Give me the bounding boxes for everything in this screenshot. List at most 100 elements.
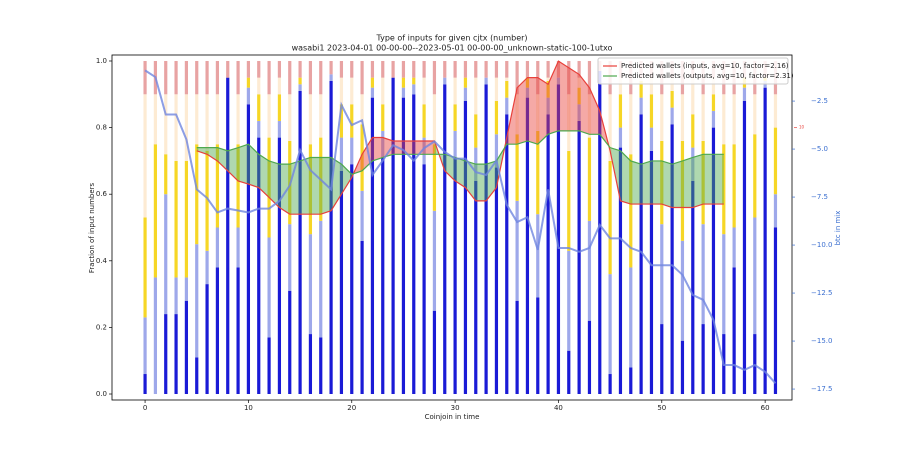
fill-between: [424, 140, 435, 155]
bar-segment: [463, 100, 468, 395]
bar-segment: [215, 94, 220, 145]
bar-segment: [422, 137, 426, 165]
bar-segment: [505, 77, 509, 81]
bar-segment: [556, 84, 561, 395]
bar-segment: [443, 60, 447, 78]
bar-segment: [288, 224, 292, 291]
bar-segment: [722, 144, 726, 235]
x-tick-label: 0: [143, 404, 147, 412]
bar-segment: [453, 60, 457, 78]
bar-segment: [691, 77, 695, 115]
fill-between: [341, 164, 352, 195]
x-tick-label: 60: [761, 404, 770, 412]
bar-segment: [319, 60, 323, 95]
bar-segment: [205, 60, 209, 95]
bar-segment: [722, 234, 726, 335]
bar-segment: [277, 137, 282, 395]
y-tick-label: 0.0: [96, 390, 107, 398]
bar-segment: [174, 160, 178, 278]
x-tick-label: 50: [657, 404, 666, 412]
bar-segment: [339, 170, 344, 395]
bar-segment: [505, 114, 509, 395]
bar-segment: [577, 87, 581, 105]
bar-segment: [360, 60, 364, 95]
bar-segment: [505, 60, 509, 78]
bar-segment: [298, 90, 302, 395]
fill-between: [238, 144, 249, 185]
fill-between: [372, 137, 383, 161]
bar-segment: [143, 217, 147, 318]
bar-segment: [432, 94, 437, 145]
bar-segment: [587, 320, 592, 395]
fill-between: [692, 154, 704, 208]
bar-segment: [360, 124, 364, 191]
bar-segment: [505, 80, 509, 98]
bar-segment: [680, 94, 685, 141]
bar-segment: [329, 74, 333, 81]
bar-segment: [680, 340, 685, 395]
bar-segment: [691, 147, 695, 181]
bar-segment: [339, 137, 344, 171]
bar-segment: [226, 60, 230, 78]
fill-between: [269, 160, 280, 208]
bar-segment: [536, 130, 540, 215]
bar-segment: [577, 104, 581, 121]
bar-segment: [184, 160, 189, 278]
fill-between: [403, 140, 414, 155]
bar-segment: [298, 77, 302, 85]
bar-segment: [608, 94, 612, 161]
bar-segment: [742, 87, 747, 101]
bar-segment: [319, 94, 323, 138]
bar-segment: [577, 120, 581, 395]
bar-segment: [732, 144, 736, 228]
y2-tick-label: −10.0: [811, 241, 832, 249]
bar-segment: [422, 104, 426, 138]
bar-segment: [246, 104, 251, 395]
bar-segment: [546, 97, 550, 115]
bar-segment: [577, 77, 581, 88]
bar-segment: [339, 104, 344, 138]
bar-segment: [381, 104, 385, 131]
bar-segment: [567, 94, 571, 151]
bar-segment: [701, 140, 705, 225]
fill-between: [672, 160, 683, 208]
bar-segment: [660, 224, 664, 325]
fill-between: [568, 67, 580, 131]
bar-segment: [598, 70, 602, 395]
line: [144, 69, 777, 384]
fill-between: [382, 137, 394, 158]
fill-between: [620, 150, 631, 205]
bar-segment: [236, 227, 240, 268]
bar-segment: [381, 130, 385, 158]
fill-between: [713, 154, 724, 205]
bar-segment: [329, 80, 333, 395]
bar-segment: [174, 314, 178, 395]
fill-between: [455, 157, 466, 188]
bar-segment: [494, 60, 499, 78]
legend-label: Predicted wallets (inputs, avg=10, facto…: [621, 62, 789, 70]
bar-segment: [484, 60, 488, 78]
y-tick-label: 0.4: [96, 257, 108, 265]
bar-segment: [742, 100, 747, 395]
bar-segment: [153, 94, 158, 145]
bar-segment: [670, 90, 674, 108]
bar-segment: [536, 297, 540, 395]
bar-segment: [773, 227, 778, 395]
bar-segment: [153, 144, 158, 278]
bar-segment: [164, 194, 168, 315]
bar-segment: [587, 137, 592, 221]
bar-segment: [546, 80, 550, 98]
bar-segment: [515, 60, 519, 95]
bar-segment: [308, 60, 313, 95]
legend-box: [597, 57, 789, 85]
y2-tick-label: −12.5: [811, 289, 832, 297]
y-tick-label: 0.2: [96, 323, 107, 331]
bar-segment: [381, 157, 385, 395]
bar-segment: [308, 234, 313, 335]
y3-tick-label: 10: [799, 125, 805, 130]
bar-segment: [525, 97, 530, 395]
bar-segment: [701, 224, 705, 325]
bar-segment: [432, 144, 437, 211]
bar-segment: [350, 77, 354, 105]
fill-between: [207, 147, 218, 161]
